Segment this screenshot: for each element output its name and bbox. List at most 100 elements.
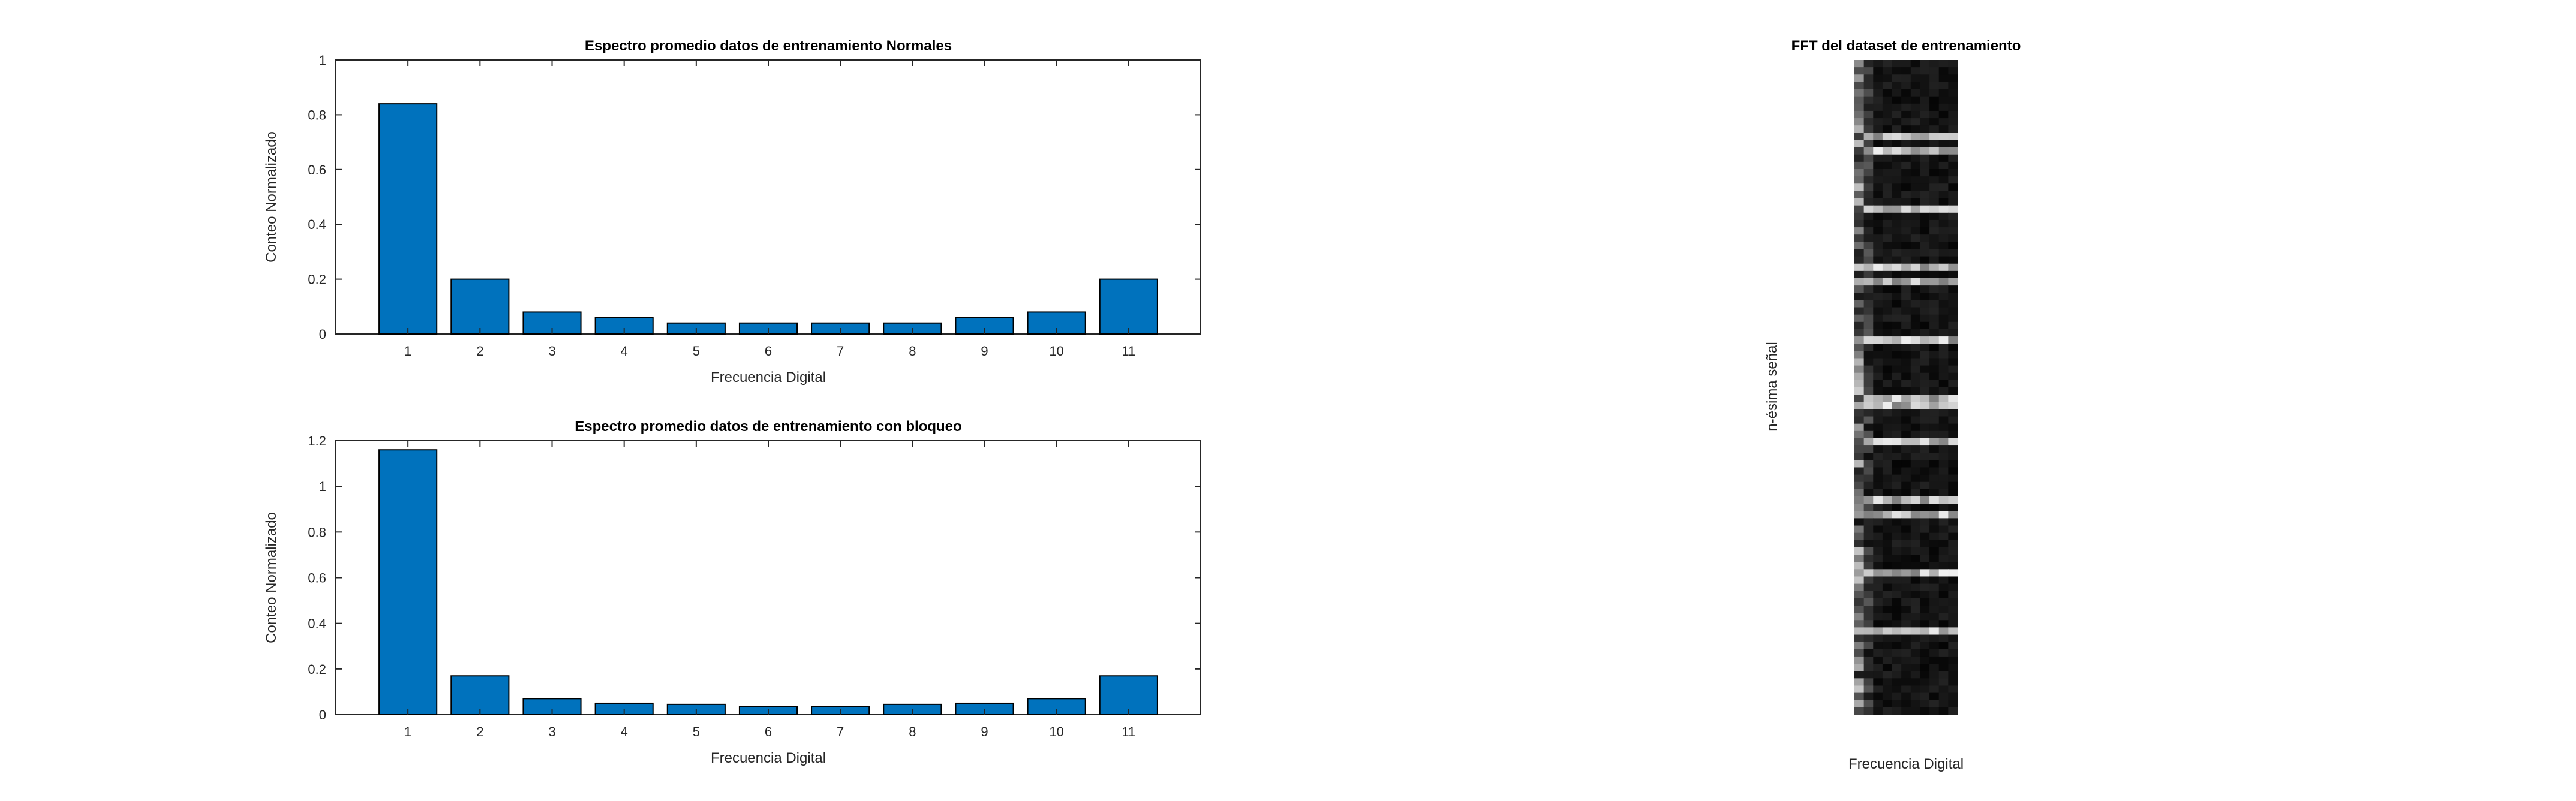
heatmap-cell	[1920, 402, 1930, 409]
y-tick-label: 0.4	[308, 616, 326, 631]
heatmap-cell	[1948, 664, 1958, 671]
bar-chart-normales: 1 2 3 4 5 6 7 8 9 10 11 0 0.2 0.4 0.6 0.8 1 Espectro prom…	[263, 38, 1201, 386]
heatmap-cell	[1854, 140, 1865, 148]
heatmap-cell	[1929, 321, 1940, 330]
heatmap-cell	[1882, 656, 1893, 664]
heatmap-cell	[1873, 161, 1883, 170]
x-tick-label: 6	[765, 724, 772, 739]
heatmap-cell	[1882, 278, 1893, 286]
heatmap-cell	[1948, 540, 1958, 548]
heatmap-cell	[1920, 569, 1930, 577]
heatmap-cell	[1882, 256, 1893, 264]
heatmap-cell	[1938, 140, 1949, 148]
heatmap-cell	[1901, 460, 1911, 468]
heatmap-cell	[1854, 387, 1865, 395]
heatmap-cell	[1863, 372, 1874, 381]
heatmap-cell	[1938, 438, 1949, 446]
heatmap-cell	[1929, 438, 1940, 446]
heatmap-cell	[1892, 555, 1902, 562]
heatmap-cell	[1910, 591, 1921, 599]
heatmap-cell	[1948, 569, 1958, 577]
heatmap-cell	[1920, 300, 1930, 308]
heatmap-cell	[1873, 380, 1883, 388]
heatmap-cell	[1892, 161, 1902, 170]
heatmap-cell	[1873, 96, 1883, 104]
heatmap-cell	[1892, 89, 1902, 97]
heatmap-cell	[1854, 685, 1865, 694]
heatmap-cell	[1901, 372, 1911, 381]
heatmap-cell	[1892, 467, 1902, 475]
heatmap-cell	[1863, 169, 1874, 177]
heatmap-cell	[1892, 569, 1902, 577]
heatmap-cell	[1901, 242, 1911, 250]
heatmap-cell	[1910, 569, 1921, 577]
heatmap-cell	[1920, 504, 1930, 511]
heatmap-cell	[1863, 219, 1874, 228]
heatmap-cell	[1938, 540, 1949, 548]
heatmap-cell	[1929, 525, 1940, 534]
heatmap-cell	[1948, 212, 1958, 221]
heatmap-cell	[1882, 445, 1893, 453]
heatmap-cell	[1882, 358, 1893, 366]
heatmap-cell	[1948, 205, 1958, 213]
heatmap-cell	[1929, 460, 1940, 468]
heatmap-cell	[1863, 344, 1874, 351]
heatmap-cell	[1910, 700, 1921, 708]
heatmap-cell	[1929, 547, 1940, 555]
heatmap-cell	[1892, 416, 1902, 424]
heatmap-cell	[1873, 453, 1883, 460]
heatmap-cell	[1892, 300, 1902, 308]
heatmap-cell	[1901, 627, 1911, 636]
heatmap-cell	[1854, 532, 1865, 541]
heatmap-cell	[1892, 423, 1902, 432]
heatmap-cell	[1901, 147, 1911, 155]
heatmap-cell	[1929, 504, 1940, 511]
heatmap-cell	[1863, 547, 1874, 555]
heatmap-cell	[1910, 504, 1921, 511]
heatmap-cell	[1873, 110, 1883, 119]
heatmap-cell	[1920, 518, 1930, 526]
heatmap-cell	[1873, 60, 1883, 68]
heatmap-cell	[1938, 649, 1949, 657]
heatmap-cell	[1938, 285, 1949, 293]
heatmap-cell	[1910, 329, 1921, 337]
heatmap-cell	[1920, 692, 1930, 701]
y-tick-label: 0.6	[308, 162, 326, 177]
heatmap-cell	[1929, 692, 1940, 701]
heatmap-cell	[1910, 125, 1921, 133]
heatmap-cell	[1910, 642, 1921, 650]
heatmap-cell	[1901, 191, 1911, 199]
heatmap-cell	[1901, 234, 1911, 242]
heatmap-cell	[1948, 620, 1958, 628]
heatmap-cell	[1892, 649, 1902, 657]
heatmap-cell	[1854, 380, 1865, 388]
heatmap-cell	[1929, 481, 1940, 490]
heatmap-cell	[1901, 169, 1911, 177]
x-tick-label: 4	[621, 724, 628, 739]
heatmap-cell	[1854, 649, 1865, 657]
heatmap-cell	[1892, 212, 1902, 221]
heatmap-cell	[1920, 242, 1930, 250]
heatmap-cell	[1892, 598, 1902, 606]
heatmap-cell	[1938, 532, 1949, 541]
heatmap-cell	[1882, 321, 1893, 330]
heatmap-cell	[1873, 278, 1883, 286]
heatmap-cell	[1863, 358, 1874, 366]
heatmap-cell	[1854, 161, 1865, 170]
heatmap-cell	[1854, 103, 1865, 112]
heatmap-cell	[1854, 191, 1865, 199]
heatmap-cell	[1948, 270, 1958, 279]
heatmap-cell	[1863, 685, 1874, 694]
heatmap-cell	[1929, 293, 1940, 300]
heatmap-cell	[1929, 453, 1940, 460]
heatmap-cell	[1854, 321, 1865, 330]
heatmap-cell	[1910, 460, 1921, 468]
heatmap-cell	[1920, 176, 1930, 184]
heatmap-cell	[1873, 329, 1883, 337]
heatmap-cell	[1882, 613, 1893, 621]
heatmap-cell	[1873, 496, 1883, 504]
heatmap-cell	[1948, 423, 1958, 432]
x-tick-label: 10	[1049, 344, 1063, 359]
heatmap-cell	[1929, 161, 1940, 170]
